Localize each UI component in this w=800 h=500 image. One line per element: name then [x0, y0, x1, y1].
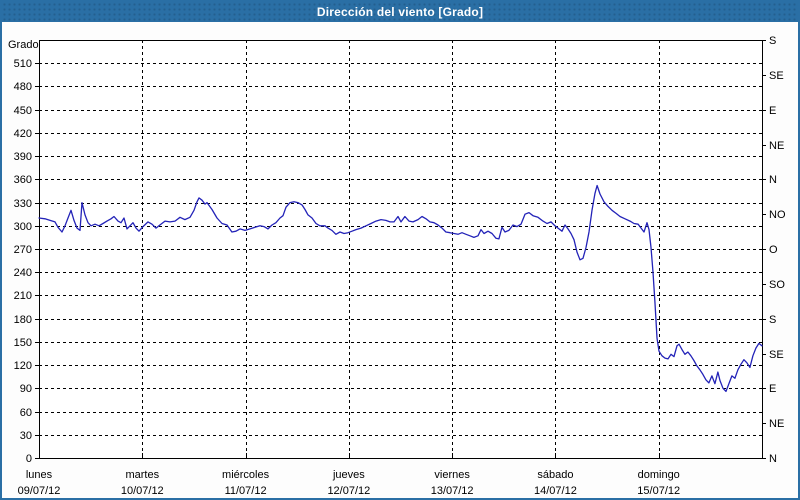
svg-text:E: E: [769, 105, 776, 117]
svg-text:SO: SO: [769, 279, 785, 291]
y-axis-title: Grado: [8, 39, 39, 51]
svg-text:N: N: [769, 174, 777, 186]
svg-text:S: S: [769, 314, 776, 326]
svg-text:14/07/12: 14/07/12: [534, 485, 577, 497]
data-series: [38, 184, 763, 393]
svg-text:210: 210: [14, 290, 32, 302]
wind-direction-chart: Grado 0 30 60 90 120 150 180 210 240 270 300 330 360 3…: [8, 35, 786, 497]
svg-text:240: 240: [14, 267, 32, 279]
svg-text:180: 180: [14, 314, 32, 326]
svg-text:30: 30: [20, 430, 32, 442]
svg-text:S: S: [769, 35, 776, 47]
svg-text:domingo: domingo: [638, 469, 680, 481]
svg-text:330: 330: [14, 198, 32, 210]
svg-text:10/07/12: 10/07/12: [121, 485, 164, 497]
title-bar: Dirección del viento [Grado]: [2, 2, 798, 22]
svg-text:martes: martes: [125, 469, 159, 481]
svg-text:60: 60: [20, 407, 32, 419]
gridlines: [39, 40, 763, 459]
svg-text:450: 450: [14, 105, 32, 117]
svg-text:510: 510: [14, 58, 32, 70]
svg-text:viernes: viernes: [434, 469, 470, 481]
svg-text:sábado: sábado: [537, 469, 573, 481]
svg-text:150: 150: [14, 337, 32, 349]
svg-text:360: 360: [14, 174, 32, 186]
svg-text:N: N: [769, 453, 777, 465]
svg-text:E: E: [769, 383, 776, 395]
axis-labels: Grado 0 30 60 90 120 150 180 210 240 270 300 330 360 3…: [8, 35, 786, 497]
svg-text:O: O: [769, 244, 778, 256]
svg-text:480: 480: [14, 81, 32, 93]
svg-text:NO: NO: [769, 209, 786, 221]
svg-text:0: 0: [26, 453, 32, 465]
svg-text:270: 270: [14, 244, 32, 256]
svg-text:miércoles: miércoles: [222, 469, 270, 481]
svg-text:SE: SE: [769, 349, 784, 361]
wind-direction-line: [38, 184, 763, 393]
svg-text:13/07/12: 13/07/12: [431, 485, 474, 497]
axis-ticks: [35, 40, 766, 459]
svg-text:09/07/12: 09/07/12: [18, 485, 61, 497]
svg-text:15/07/12: 15/07/12: [637, 485, 680, 497]
svg-text:90: 90: [20, 383, 32, 395]
svg-text:jueves: jueves: [332, 469, 365, 481]
svg-text:lunes: lunes: [26, 469, 53, 481]
chart-title: Dirección del viento [Grado]: [316, 5, 484, 19]
svg-text:120: 120: [14, 360, 32, 372]
svg-text:SE: SE: [769, 70, 784, 82]
svg-text:NE: NE: [769, 418, 784, 430]
svg-text:390: 390: [14, 151, 32, 163]
svg-text:300: 300: [14, 221, 32, 233]
svg-text:12/07/12: 12/07/12: [327, 485, 370, 497]
svg-text:420: 420: [14, 128, 32, 140]
svg-text:NE: NE: [769, 140, 784, 152]
svg-text:11/07/12: 11/07/12: [225, 485, 267, 497]
